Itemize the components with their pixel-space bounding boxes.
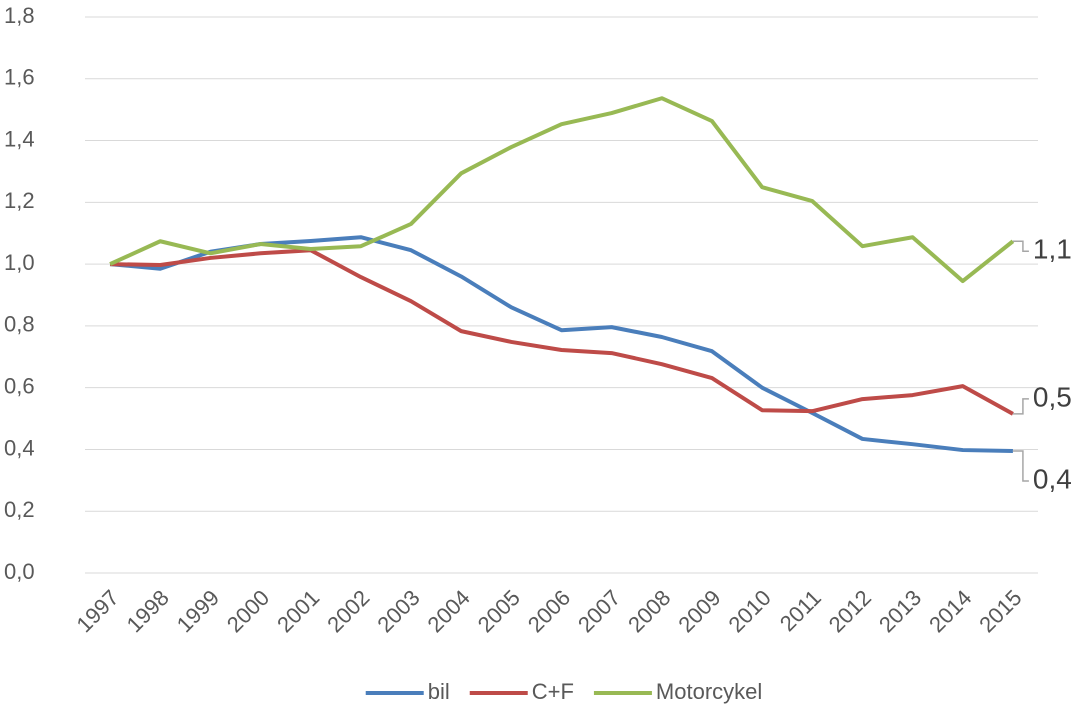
- leader-line: [1012, 398, 1029, 415]
- y-tick-label: 0,4: [4, 435, 35, 460]
- series-line: [109, 96, 1015, 284]
- x-tick-label: 2008: [623, 585, 675, 637]
- x-tick-label: 2012: [824, 585, 876, 637]
- y-tick-label: 0,8: [4, 312, 35, 337]
- y-tick-label: 1,4: [4, 126, 35, 151]
- x-tick-label: 2011: [775, 585, 826, 636]
- series-line: [109, 235, 1013, 453]
- y-tick-label: 1,8: [4, 3, 35, 28]
- legend-label: bil: [428, 679, 450, 704]
- legend-label: Motorcykel: [656, 679, 762, 704]
- x-tick-label: 1998: [122, 585, 174, 637]
- x-tick-label: 2004: [423, 585, 475, 637]
- y-tick-label: 1,2: [4, 188, 35, 213]
- legend-label: C+F: [532, 679, 574, 704]
- data-label: 0,4: [1033, 463, 1072, 494]
- y-tick-label: 0,0: [4, 559, 35, 584]
- x-tick-label: 2010: [723, 585, 775, 637]
- leader-line: [1012, 450, 1029, 482]
- leader-line: [1012, 240, 1029, 253]
- x-tick-label: 2007: [573, 585, 625, 637]
- x-tick-label: 2001: [272, 585, 324, 637]
- data-label: 0,5: [1033, 381, 1072, 412]
- x-tick-label: 2014: [924, 585, 976, 637]
- y-tick-label: 0,6: [4, 373, 35, 398]
- series-line: [110, 248, 1014, 416]
- x-tick-label: 1997: [71, 585, 123, 637]
- x-tick-label: 1999: [172, 585, 224, 637]
- y-tick-label: 1,0: [4, 250, 35, 275]
- x-tick-label: 2000: [222, 585, 274, 637]
- x-tick-label: 2015: [974, 585, 1026, 637]
- x-tick-label: 2009: [673, 585, 725, 637]
- data-label: 1,1: [1033, 234, 1072, 265]
- y-tick-label: 1,6: [4, 65, 35, 90]
- x-tick-label: 2002: [322, 585, 374, 637]
- x-tick-label: 2006: [523, 585, 575, 637]
- x-tick-label: 2013: [874, 585, 926, 637]
- x-tick-label: 2003: [372, 585, 424, 637]
- y-tick-label: 0,2: [4, 497, 35, 522]
- x-tick-label: 2005: [473, 585, 525, 637]
